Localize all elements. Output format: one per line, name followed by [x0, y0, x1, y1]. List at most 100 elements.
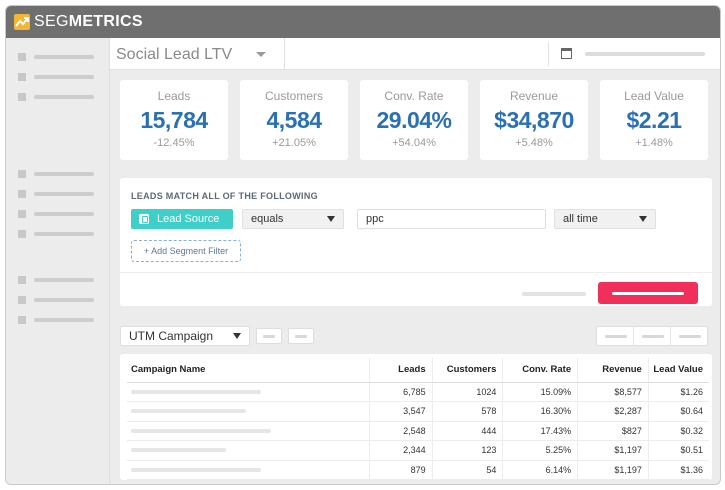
- metric-card-customers: Customers 4,584 +21.05%: [240, 80, 348, 160]
- sidebar-item-label-placeholder: [34, 192, 94, 196]
- sidebar-item[interactable]: [18, 189, 94, 199]
- view-toggle-option[interactable]: [633, 327, 670, 345]
- cell-conv-rate: 17.43%: [502, 421, 578, 441]
- name-placeholder-bar: [131, 428, 271, 433]
- date-range-picker[interactable]: [548, 42, 716, 66]
- period-value: all time: [563, 213, 598, 225]
- sidebar-item[interactable]: [18, 72, 94, 82]
- sidebar-item-label-placeholder: [34, 318, 94, 322]
- view-toggle-group: [596, 326, 708, 346]
- metric-card-lead-value: Lead Value $2.21 +1.48%: [600, 80, 708, 160]
- report-title-select[interactable]: Social Lead LTV: [116, 46, 233, 63]
- sidebar-item-label-placeholder: [34, 212, 94, 216]
- apply-filter-button[interactable]: [598, 282, 698, 304]
- name-placeholder-bar: [131, 467, 261, 472]
- sidebar-item-icon: [18, 230, 26, 238]
- sidebar-item-icon: [18, 296, 26, 304]
- campaign-name-placeholder: [127, 421, 370, 441]
- metric-delta: -12.45%: [153, 137, 195, 149]
- sidebar-item-icon: [18, 93, 26, 101]
- table-header-row: Campaign Name Leads Customers Conv. Rate…: [127, 358, 709, 383]
- group-by-select[interactable]: UTM Campaign: [120, 326, 250, 346]
- campaign-table: Campaign Name Leads Customers Conv. Rate…: [127, 358, 709, 480]
- metric-value: 29.04%: [376, 107, 452, 133]
- header-divider: [284, 38, 285, 70]
- table-row[interactable]: 3,547 578 16.30% $2,287 $0.64: [127, 401, 709, 422]
- sidebar: [6, 38, 110, 484]
- metric-value: 4,584: [266, 107, 322, 133]
- metric-delta: +54.04%: [392, 137, 436, 149]
- chevron-down-icon: [327, 216, 335, 222]
- metric-card-conv-rate: Conv. Rate 29.04% +54.04%: [360, 80, 468, 160]
- add-segment-filter-button[interactable]: + Add Segment Filter: [131, 240, 241, 262]
- cell-lead-value: $1.36: [647, 460, 709, 480]
- sidebar-item[interactable]: [18, 295, 94, 305]
- sidebar-item[interactable]: [18, 315, 94, 325]
- cell-revenue: $2,287: [577, 401, 649, 422]
- toolbar-button[interactable]: [288, 328, 314, 344]
- secondary-action-placeholder[interactable]: [522, 292, 586, 296]
- chevron-down-icon: [639, 216, 647, 222]
- logo-prefix: SEG: [34, 13, 69, 30]
- view-toggle-option[interactable]: [670, 327, 707, 345]
- sidebar-item-icon: [18, 210, 26, 218]
- view-toggle-option[interactable]: [597, 327, 633, 345]
- table-row[interactable]: 2,344 123 5.25% $1,197 $0.51: [127, 440, 709, 461]
- cell-revenue: $1,197: [577, 460, 649, 480]
- campaign-name-placeholder: [127, 460, 370, 480]
- sidebar-item[interactable]: [18, 209, 94, 219]
- sidebar-item[interactable]: [18, 229, 94, 239]
- table-row[interactable]: 2,548 444 17.43% $827 $0.32: [127, 421, 709, 441]
- name-placeholder-bar: [131, 409, 246, 414]
- table-row[interactable]: 6,785 1024 15.09% $8,577 $1.26: [127, 382, 709, 402]
- cell-customers: 123: [431, 440, 503, 461]
- report-header: Social Lead LTV: [110, 38, 720, 70]
- top-bar: SEGMETRICS: [6, 6, 720, 38]
- chevron-down-icon[interactable]: [256, 52, 266, 57]
- filter-value-input[interactable]: ppc: [357, 209, 546, 229]
- campaign-name-placeholder: [127, 401, 370, 422]
- sidebar-item-label-placeholder: [34, 232, 94, 236]
- lead-source-field-button[interactable]: Lead Source: [131, 209, 233, 229]
- metric-delta: +1.48%: [635, 137, 673, 149]
- cell-lead-value: $0.51: [647, 440, 709, 461]
- group-by-value: UTM Campaign: [129, 329, 214, 343]
- cell-conv-rate: 6.14%: [502, 460, 578, 480]
- metric-label: Revenue: [509, 89, 559, 103]
- sidebar-item[interactable]: [18, 52, 94, 62]
- operator-select[interactable]: equals: [242, 209, 344, 229]
- campaign-name-placeholder: [127, 382, 370, 402]
- cell-leads: 2,548: [369, 421, 433, 441]
- logo[interactable]: SEGMETRICS: [14, 12, 143, 32]
- view-toggle-placeholder: [642, 335, 664, 338]
- campaign-name-placeholder: [127, 440, 370, 461]
- metric-card-revenue: Revenue $34,870 +5.48%: [480, 80, 588, 160]
- campaign-table-container: Campaign Name Leads Customers Conv. Rate…: [120, 354, 712, 480]
- period-select[interactable]: all time: [554, 209, 656, 229]
- cell-lead-value: $1.26: [647, 382, 709, 402]
- sidebar-item-icon: [18, 170, 26, 178]
- calendar-icon: [561, 48, 572, 59]
- sidebar-item[interactable]: [18, 169, 94, 179]
- metric-value: 15,784: [140, 107, 208, 133]
- sidebar-item-label-placeholder: [34, 298, 94, 302]
- cell-conv-rate: 15.09%: [502, 382, 578, 402]
- lead-source-label: Lead Source: [157, 213, 220, 225]
- column-header-revenue[interactable]: Revenue: [577, 358, 649, 383]
- sidebar-item-label-placeholder: [34, 75, 94, 79]
- sidebar-item-icon: [18, 316, 26, 324]
- column-header-lead-value[interactable]: Lead Value: [647, 358, 709, 383]
- cell-lead-value: $0.32: [647, 421, 709, 441]
- table-row[interactable]: 879 54 6.14% $1,197 $1.36: [127, 460, 709, 480]
- column-header-leads[interactable]: Leads: [369, 358, 433, 383]
- column-header-customers[interactable]: Customers: [431, 358, 503, 383]
- toolbar-button[interactable]: [256, 328, 282, 344]
- name-placeholder-bar: [131, 448, 226, 453]
- sidebar-item-icon: [18, 276, 26, 284]
- lead-source-icon: [139, 214, 149, 224]
- column-header-campaign-name[interactable]: Campaign Name: [127, 358, 370, 383]
- column-header-conv-rate[interactable]: Conv. Rate: [502, 358, 578, 383]
- sidebar-item-label-placeholder: [34, 278, 94, 282]
- sidebar-item[interactable]: [18, 92, 94, 102]
- sidebar-item[interactable]: [18, 275, 94, 285]
